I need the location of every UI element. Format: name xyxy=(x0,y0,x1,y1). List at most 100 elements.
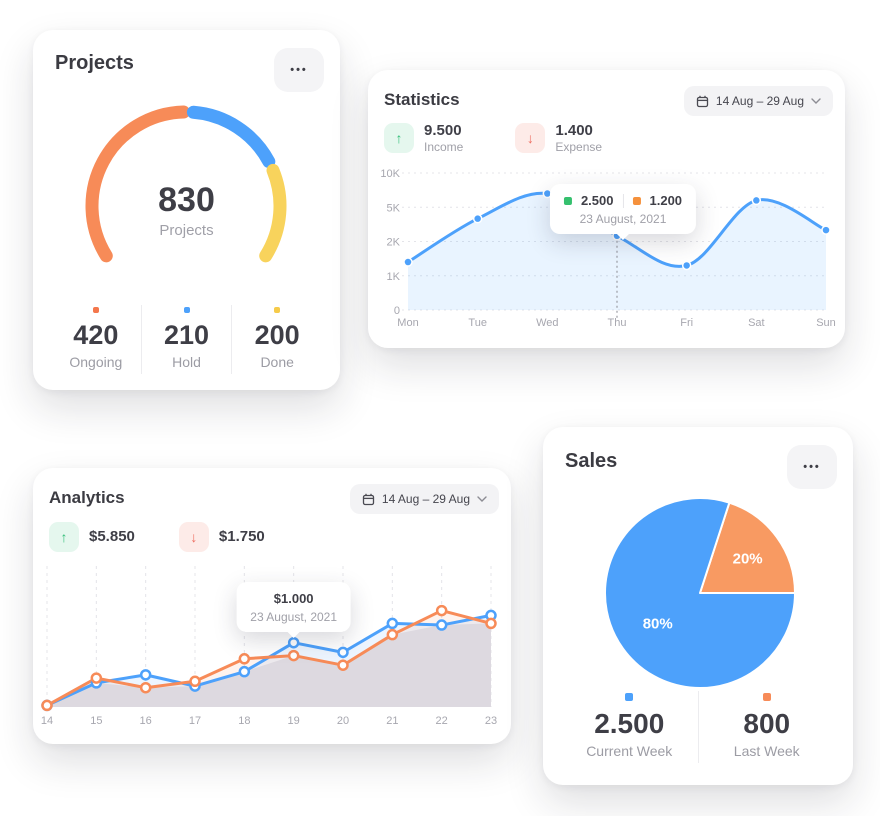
svg-text:18: 18 xyxy=(238,715,250,727)
sales-card-title: Sales xyxy=(565,450,618,472)
gauge-total-label: Projects xyxy=(159,222,214,240)
analytics-date-range-picker[interactable]: 14 Aug – 29 Aug xyxy=(349,484,499,514)
down-arrow-icon: ↓ xyxy=(178,522,209,552)
legend-item-done: 200 Done xyxy=(231,305,322,374)
svg-text:0: 0 xyxy=(394,305,400,317)
analytics-tooltip-value: $1.000 xyxy=(273,591,314,606)
statistics-card-title: Statistics xyxy=(384,90,460,109)
svg-text:20%: 20% xyxy=(733,550,763,567)
ongoing-label: Ongoing xyxy=(69,354,123,370)
calendar-icon xyxy=(362,493,375,505)
svg-text:Sat: Sat xyxy=(748,317,765,329)
svg-text:17: 17 xyxy=(189,715,201,727)
expense-down-arrow-icon: ↓ xyxy=(515,123,546,154)
projects-card-title: Projects xyxy=(55,52,134,74)
last-week-label: Last Week xyxy=(733,743,800,759)
chevron-down-icon xyxy=(811,98,821,104)
projects-legend: 420 Ongoing 210 Hold 200 Done xyxy=(51,305,322,374)
svg-text:16: 16 xyxy=(140,715,152,727)
svg-text:10K: 10K xyxy=(380,168,400,180)
expense-summary: ↓ 1.400 Expense xyxy=(515,122,602,154)
income-up-arrow-icon: ↑ xyxy=(384,123,414,154)
gauge-total-value: 830 xyxy=(158,181,215,219)
svg-text:19: 19 xyxy=(288,715,300,727)
tooltip-date: 23 August, 2021 xyxy=(579,212,667,226)
svg-text:14: 14 xyxy=(41,715,53,727)
tooltip-income-value: 2.500 xyxy=(580,193,614,208)
svg-text:Sun: Sun xyxy=(816,317,836,329)
analytics-expense-value: $1.750 xyxy=(218,528,265,545)
analytics-chart-area[interactable]: 14 15 16 17 18 19 20 21 22 23 $1.000 23 August, 2… xyxy=(33,560,511,736)
expense-label: Expense xyxy=(555,140,603,154)
svg-text:Mon: Mon xyxy=(397,317,418,329)
analytics-expense-summary: ↓ $1.750 xyxy=(178,522,265,552)
sales-card: Sales ••• 20% 80% 2.500 Current Week 800 … xyxy=(543,427,853,785)
analytics-line-chart: 14 15 16 17 18 19 20 21 22 23 xyxy=(41,566,497,727)
legend-item-current-week: 2.500 Current Week xyxy=(561,691,698,763)
svg-text:22: 22 xyxy=(436,715,448,727)
income-summary: ↑ 9.500 Income xyxy=(384,122,463,154)
analytics-card: Analytics 14 Aug – 29 Aug ↑ $5.850 ↓ $1.… xyxy=(33,468,511,744)
tooltip-expense-dot-icon xyxy=(632,196,641,205)
done-value: 200 xyxy=(254,320,300,350)
svg-text:15: 15 xyxy=(90,715,102,727)
analytics-date-range-label: 14 Aug – 29 Aug xyxy=(381,492,470,506)
statistics-area-chart: 0 1K 2K 5K 10K Mon Tue Wed Thu Fri Sat Sun xyxy=(380,168,836,329)
svg-text:2K: 2K xyxy=(387,237,401,249)
sales-menu-button[interactable]: ••• xyxy=(787,445,837,489)
last-week-value: 800 xyxy=(743,708,791,739)
current-week-value: 2.500 xyxy=(594,708,665,739)
done-dot-icon xyxy=(274,307,281,313)
svg-text:21: 21 xyxy=(386,715,398,727)
projects-menu-button[interactable]: ••• xyxy=(274,48,324,92)
income-label: Income xyxy=(424,140,464,154)
chevron-down-icon xyxy=(477,496,487,502)
gauge-center-text: 830 Projects xyxy=(33,181,340,240)
projects-card: Projects ••• 830 Projects 420 Ongoing 21… xyxy=(33,30,340,390)
svg-text:Fri: Fri xyxy=(680,317,693,329)
statistics-summary: ↑ 9.500 Income ↓ 1.400 Expense xyxy=(384,122,602,154)
svg-text:80%: 80% xyxy=(643,616,673,633)
tooltip-expense-value: 1.200 xyxy=(649,193,683,208)
svg-text:5K: 5K xyxy=(387,202,401,214)
svg-text:Tue: Tue xyxy=(468,317,487,329)
legend-item-ongoing: 420 Ongoing xyxy=(51,305,141,374)
svg-text:1K: 1K xyxy=(387,271,401,283)
up-arrow-icon: ↑ xyxy=(49,522,79,552)
statistics-date-range-picker[interactable]: 14 Aug – 29 Aug xyxy=(683,86,833,116)
hold-dot-icon xyxy=(183,307,190,313)
sales-pie-chart: 20% 80% xyxy=(604,497,796,689)
current-week-label: Current Week xyxy=(586,743,673,759)
tooltip-income-dot-icon xyxy=(563,196,572,205)
statistics-card: Statistics 14 Aug – 29 Aug ↑ 9.500 Incom… xyxy=(368,70,845,348)
statistics-tooltip: 2.500 1.200 23 August, 2021 xyxy=(549,184,697,234)
analytics-tooltip: $1.000 23 August, 2021 xyxy=(236,582,352,632)
svg-text:23: 23 xyxy=(485,715,497,727)
svg-text:20: 20 xyxy=(337,715,349,727)
analytics-card-title: Analytics xyxy=(49,488,125,507)
analytics-tooltip-date: 23 August, 2021 xyxy=(250,610,338,624)
legend-item-hold: 210 Hold xyxy=(140,305,232,374)
svg-text:Wed: Wed xyxy=(536,317,558,329)
ellipsis-icon: ••• xyxy=(290,64,308,76)
ongoing-value: 420 xyxy=(73,320,119,350)
analytics-summary: ↑ $5.850 ↓ $1.750 xyxy=(49,522,265,552)
ellipsis-icon: ••• xyxy=(803,461,821,473)
projects-gauge-chart xyxy=(85,105,287,263)
sales-legend: 2.500 Current Week 800 Last Week xyxy=(561,691,835,763)
statistics-chart-area[interactable]: 0 1K 2K 5K 10K Mon Tue Wed Thu Fri Sat Sun 2.500 1.… xyxy=(368,168,845,338)
hold-value: 210 xyxy=(163,320,210,350)
statistics-date-range-label: 14 Aug – 29 Aug xyxy=(715,94,804,108)
hold-label: Hold xyxy=(172,354,201,370)
calendar-icon xyxy=(696,95,709,107)
ongoing-dot-icon xyxy=(92,307,99,313)
svg-text:Thu: Thu xyxy=(608,317,627,329)
income-value: 9.500 xyxy=(424,122,462,139)
current-week-dot-icon xyxy=(625,693,634,701)
analytics-income-summary: ↑ $5.850 xyxy=(49,522,135,552)
tooltip-separator xyxy=(622,193,624,208)
last-week-dot-icon xyxy=(762,693,771,701)
analytics-income-value: $5.850 xyxy=(89,528,135,545)
done-label: Done xyxy=(260,354,294,370)
legend-item-last-week: 800 Last Week xyxy=(697,691,836,763)
